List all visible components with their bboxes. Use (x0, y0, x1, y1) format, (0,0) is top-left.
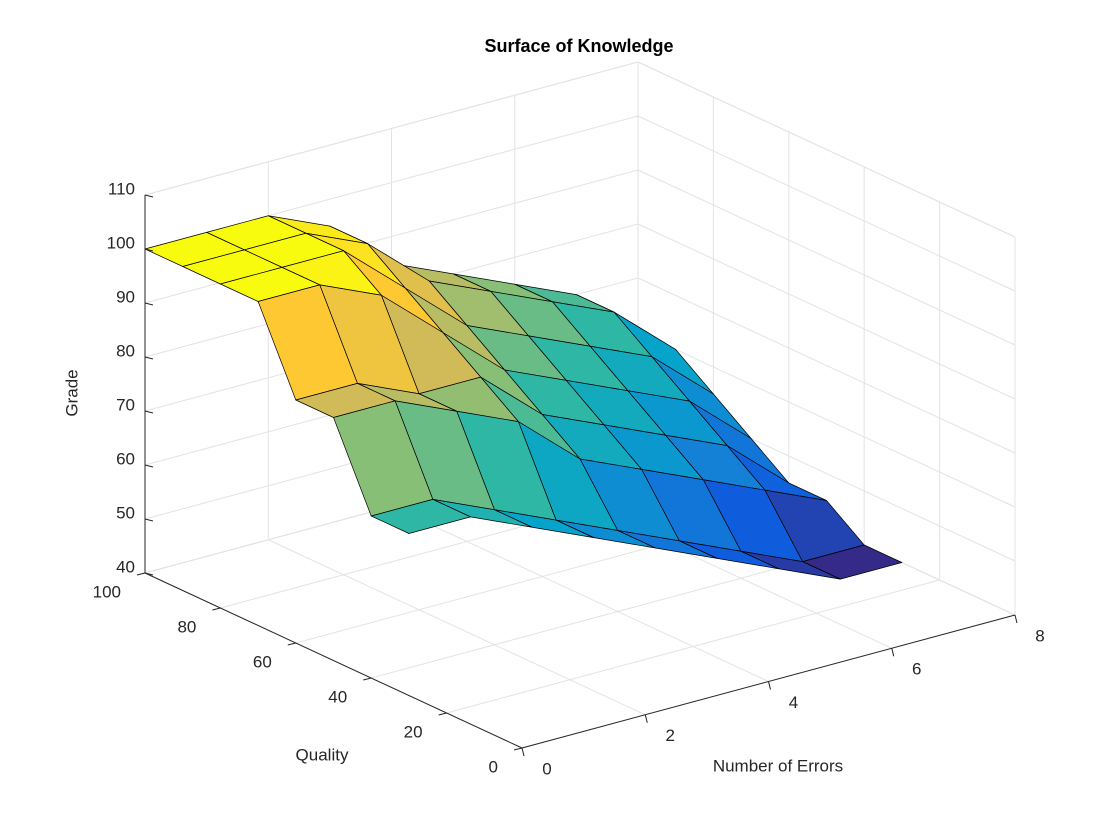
tick-mark (136, 572, 146, 576)
x-axis-label: Number of Errors (713, 756, 843, 775)
z-tick-label: 110 (108, 179, 135, 198)
tick-mark (438, 712, 447, 716)
tick-mark (144, 518, 154, 522)
grid-line (446, 579, 940, 714)
grid-line (268, 539, 646, 716)
tick-mark (363, 677, 372, 681)
x-tick-label: 0 (542, 759, 551, 778)
grid-line (637, 277, 1016, 454)
tick-mark (144, 572, 154, 576)
tick-mark (144, 356, 154, 360)
x-tick-label: 8 (1035, 626, 1044, 645)
z-tick-label: 60 (116, 449, 135, 468)
chart-title: Surface of Knowledge (484, 36, 673, 56)
tick-mark (644, 714, 648, 723)
y-tick-label: 20 (404, 722, 423, 741)
tick-mark (287, 642, 296, 646)
grid-line (637, 115, 1016, 292)
surface (144, 215, 903, 580)
grid-line (637, 169, 1016, 346)
tick-mark (144, 248, 154, 252)
z-tick-label: 100 (107, 233, 135, 252)
tick-mark (521, 747, 525, 757)
tick-mark (891, 648, 895, 657)
tick-mark (768, 681, 771, 690)
tick-mark (1014, 614, 1018, 624)
y-tick-label: 40 (328, 687, 347, 706)
x-tick-label: 4 (789, 693, 798, 712)
z-tick-label: 50 (116, 503, 135, 522)
y-tick-label: 60 (253, 652, 272, 671)
y-axis-line (144, 572, 523, 749)
tick-mark (144, 302, 154, 306)
z-axis-label: Grade (62, 369, 81, 416)
z-tick-label: 90 (116, 287, 135, 306)
grid-line (637, 331, 1016, 508)
surface-patch (370, 499, 471, 534)
grid-line (391, 506, 769, 682)
x-tick-label: 2 (666, 726, 675, 745)
grid-line (637, 223, 1016, 400)
tick-mark (513, 747, 523, 751)
tick-mark (144, 194, 154, 198)
tick-mark (144, 410, 154, 414)
y-tick-label: 0 (489, 757, 498, 776)
tick-mark (144, 464, 154, 468)
z-tick-label: 40 (116, 557, 135, 576)
y-tick-label: 80 (177, 617, 196, 636)
z-tick-label: 70 (116, 395, 135, 414)
grid-line (144, 61, 639, 196)
z-tick-label: 80 (116, 341, 135, 360)
x-tick-label: 6 (912, 660, 921, 679)
grid-line (637, 61, 1016, 238)
tick-mark (212, 607, 221, 611)
y-tick-label: 100 (93, 582, 121, 601)
axes: 40 50 60 70 80 90 100 110 0 20 40 60 80 100 0 2 4 6 8 (93, 179, 1045, 778)
y-axis-label: Quality (296, 745, 349, 764)
